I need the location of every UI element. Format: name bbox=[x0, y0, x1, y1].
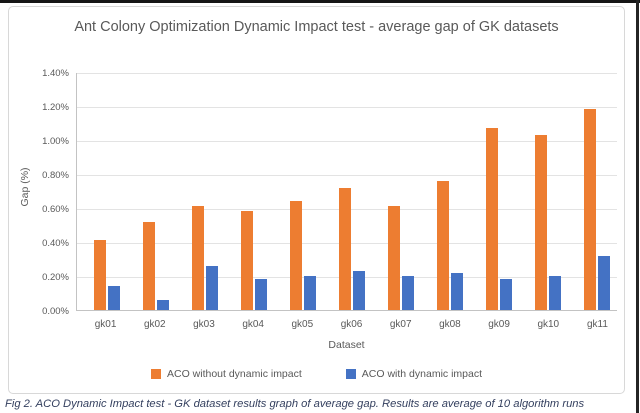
bar-gk11-aco-without-dynamic-impact bbox=[584, 109, 597, 310]
y-tick-label: 1.00% bbox=[42, 135, 69, 147]
x-axis-tick-labels: gk01 gk02 gk03 gk04 gk05 gk06 gk07 gk08 gk09 gk10… bbox=[81, 319, 622, 330]
y-axis-title: Gap (%) bbox=[19, 167, 31, 207]
bar-gk09-aco-with-dynamic-impact bbox=[500, 279, 513, 310]
category-group-gk09 bbox=[475, 73, 524, 310]
bar-gk01-aco-without-dynamic-impact bbox=[93, 240, 106, 310]
bar-gk07-aco-without-dynamic-impact bbox=[388, 206, 401, 310]
bar-gk04-aco-without-dynamic-impact bbox=[240, 211, 253, 310]
bar-gk08-aco-with-dynamic-impact bbox=[451, 272, 464, 310]
bar-gk03-aco-with-dynamic-impact bbox=[205, 265, 218, 310]
legend-item: ACO with dynamic impact bbox=[345, 368, 482, 380]
legend-label: ACO without dynamic impact bbox=[166, 368, 302, 380]
gridline bbox=[77, 106, 617, 108]
bar-gk06-aco-with-dynamic-impact bbox=[353, 270, 366, 310]
bar-gk10-aco-without-dynamic-impact bbox=[535, 134, 548, 310]
bar-gk02-aco-without-dynamic-impact bbox=[142, 221, 155, 310]
x-tick-label-gk06: gk06 bbox=[340, 319, 363, 330]
category-group-gk01 bbox=[82, 73, 131, 310]
bar-gk09-aco-without-dynamic-impact bbox=[486, 128, 499, 310]
gridline bbox=[77, 174, 617, 176]
bar-gk10-aco-with-dynamic-impact bbox=[549, 276, 562, 310]
y-tick-label: 1.40% bbox=[42, 67, 69, 79]
x-tick-label-gk04: gk04 bbox=[242, 319, 264, 330]
plot-area bbox=[76, 72, 617, 311]
bar-gk02-aco-with-dynamic-impact bbox=[156, 299, 169, 310]
category-group-gk05 bbox=[278, 73, 327, 310]
bars-row bbox=[82, 73, 622, 310]
bar-gk05-aco-with-dynamic-impact bbox=[303, 276, 316, 310]
bar-gk05-aco-without-dynamic-impact bbox=[289, 201, 302, 310]
legend-swatch-icon bbox=[345, 369, 356, 379]
page-top-border bbox=[0, 0, 640, 3]
chart-title: Ant Colony Optimization Dynamic Impact t… bbox=[74, 19, 559, 35]
x-tick-label-gk11: gk11 bbox=[586, 319, 608, 330]
bar-gk08-aco-without-dynamic-impact bbox=[437, 180, 450, 310]
y-tick-label: 1.20% bbox=[42, 101, 69, 113]
x-tick-label-gk09: gk09 bbox=[488, 319, 510, 330]
category-group-gk11 bbox=[573, 73, 622, 310]
y-tick-label: 0.80% bbox=[42, 169, 69, 181]
x-tick-label-gk01: gk01 bbox=[94, 319, 117, 330]
legend-item: ACO without dynamic impact bbox=[150, 368, 302, 380]
y-tick-label: 0.60% bbox=[42, 203, 69, 215]
category-group-gk06 bbox=[327, 73, 376, 310]
y-tick-label: 0.00% bbox=[42, 305, 69, 317]
x-tick-label-gk05: gk05 bbox=[291, 319, 314, 330]
category-group-gk03 bbox=[180, 73, 229, 310]
y-tick-label: 0.20% bbox=[42, 271, 69, 283]
gridline bbox=[77, 140, 617, 142]
bar-gk06-aco-without-dynamic-impact bbox=[339, 187, 352, 310]
category-group-gk10 bbox=[524, 73, 573, 310]
category-group-gk04 bbox=[229, 73, 278, 310]
x-axis-title: Dataset bbox=[328, 339, 365, 351]
bar-gk07-aco-with-dynamic-impact bbox=[402, 276, 415, 310]
chart: Ant Colony Optimization Dynamic Impact t… bbox=[8, 6, 625, 394]
y-tick-label: 0.40% bbox=[42, 237, 69, 249]
legend-label: ACO with dynamic impact bbox=[361, 368, 482, 380]
category-group-gk02 bbox=[131, 73, 180, 310]
x-tick-label-gk08: gk08 bbox=[439, 319, 461, 330]
x-tick-label-gk03: gk03 bbox=[193, 319, 215, 330]
bar-gk01-aco-with-dynamic-impact bbox=[107, 286, 120, 310]
page-right-border bbox=[636, 0, 639, 413]
category-group-gk08 bbox=[426, 73, 475, 310]
x-tick-label-gk10: gk10 bbox=[537, 319, 560, 330]
bar-gk03-aco-without-dynamic-impact bbox=[191, 206, 204, 310]
bar-gk11-aco-with-dynamic-impact bbox=[598, 255, 611, 310]
category-group-gk07 bbox=[377, 73, 426, 310]
legend-swatch-icon bbox=[150, 369, 161, 379]
figure-caption: Fig 2. ACO Dynamic Impact test - GK data… bbox=[5, 398, 585, 410]
x-tick-label-gk07: gk07 bbox=[389, 319, 412, 330]
gridline bbox=[77, 72, 617, 74]
legend: ACO without dynamic impact ACO with dynam… bbox=[9, 368, 624, 380]
x-tick-label-gk02: gk02 bbox=[143, 319, 166, 330]
bar-gk04-aco-with-dynamic-impact bbox=[254, 279, 267, 310]
